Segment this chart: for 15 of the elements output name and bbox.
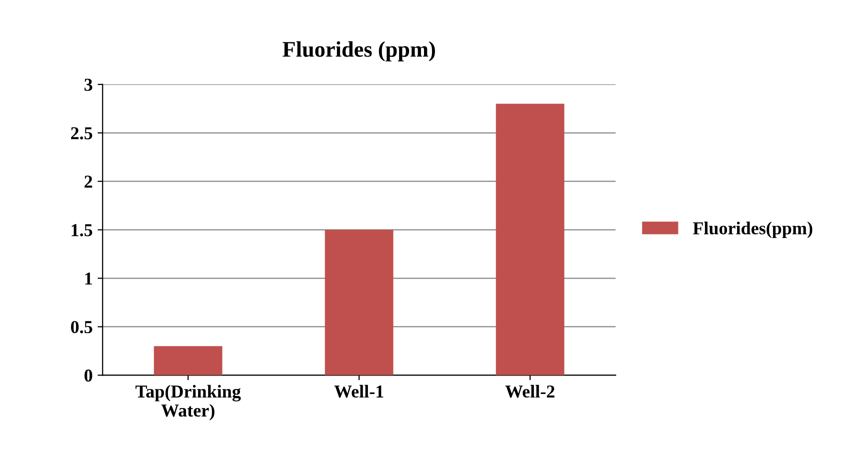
bar bbox=[496, 104, 564, 376]
bar bbox=[324, 230, 394, 376]
legend-label: Fluorides(ppm) bbox=[692, 222, 812, 238]
chart-title: Fluorides (ppm) bbox=[282, 41, 435, 62]
y-tick-label: 2.5 bbox=[71, 127, 92, 140]
x-tick-label: Well-1 bbox=[334, 384, 384, 398]
bar bbox=[154, 346, 222, 376]
y-tick-label: 1.5 bbox=[72, 224, 92, 236]
y-tick-label: 0.5 bbox=[70, 320, 92, 334]
y-tick-label: 3 bbox=[84, 78, 92, 91]
x-tick-label: Tap(Drinking Water) bbox=[136, 384, 241, 420]
y-tick-label: 0 bbox=[84, 369, 92, 382]
y-tick-label: 2 bbox=[84, 176, 92, 188]
x-tick-label: Well-2 bbox=[505, 384, 554, 398]
y-tick-label: 1 bbox=[85, 272, 92, 285]
